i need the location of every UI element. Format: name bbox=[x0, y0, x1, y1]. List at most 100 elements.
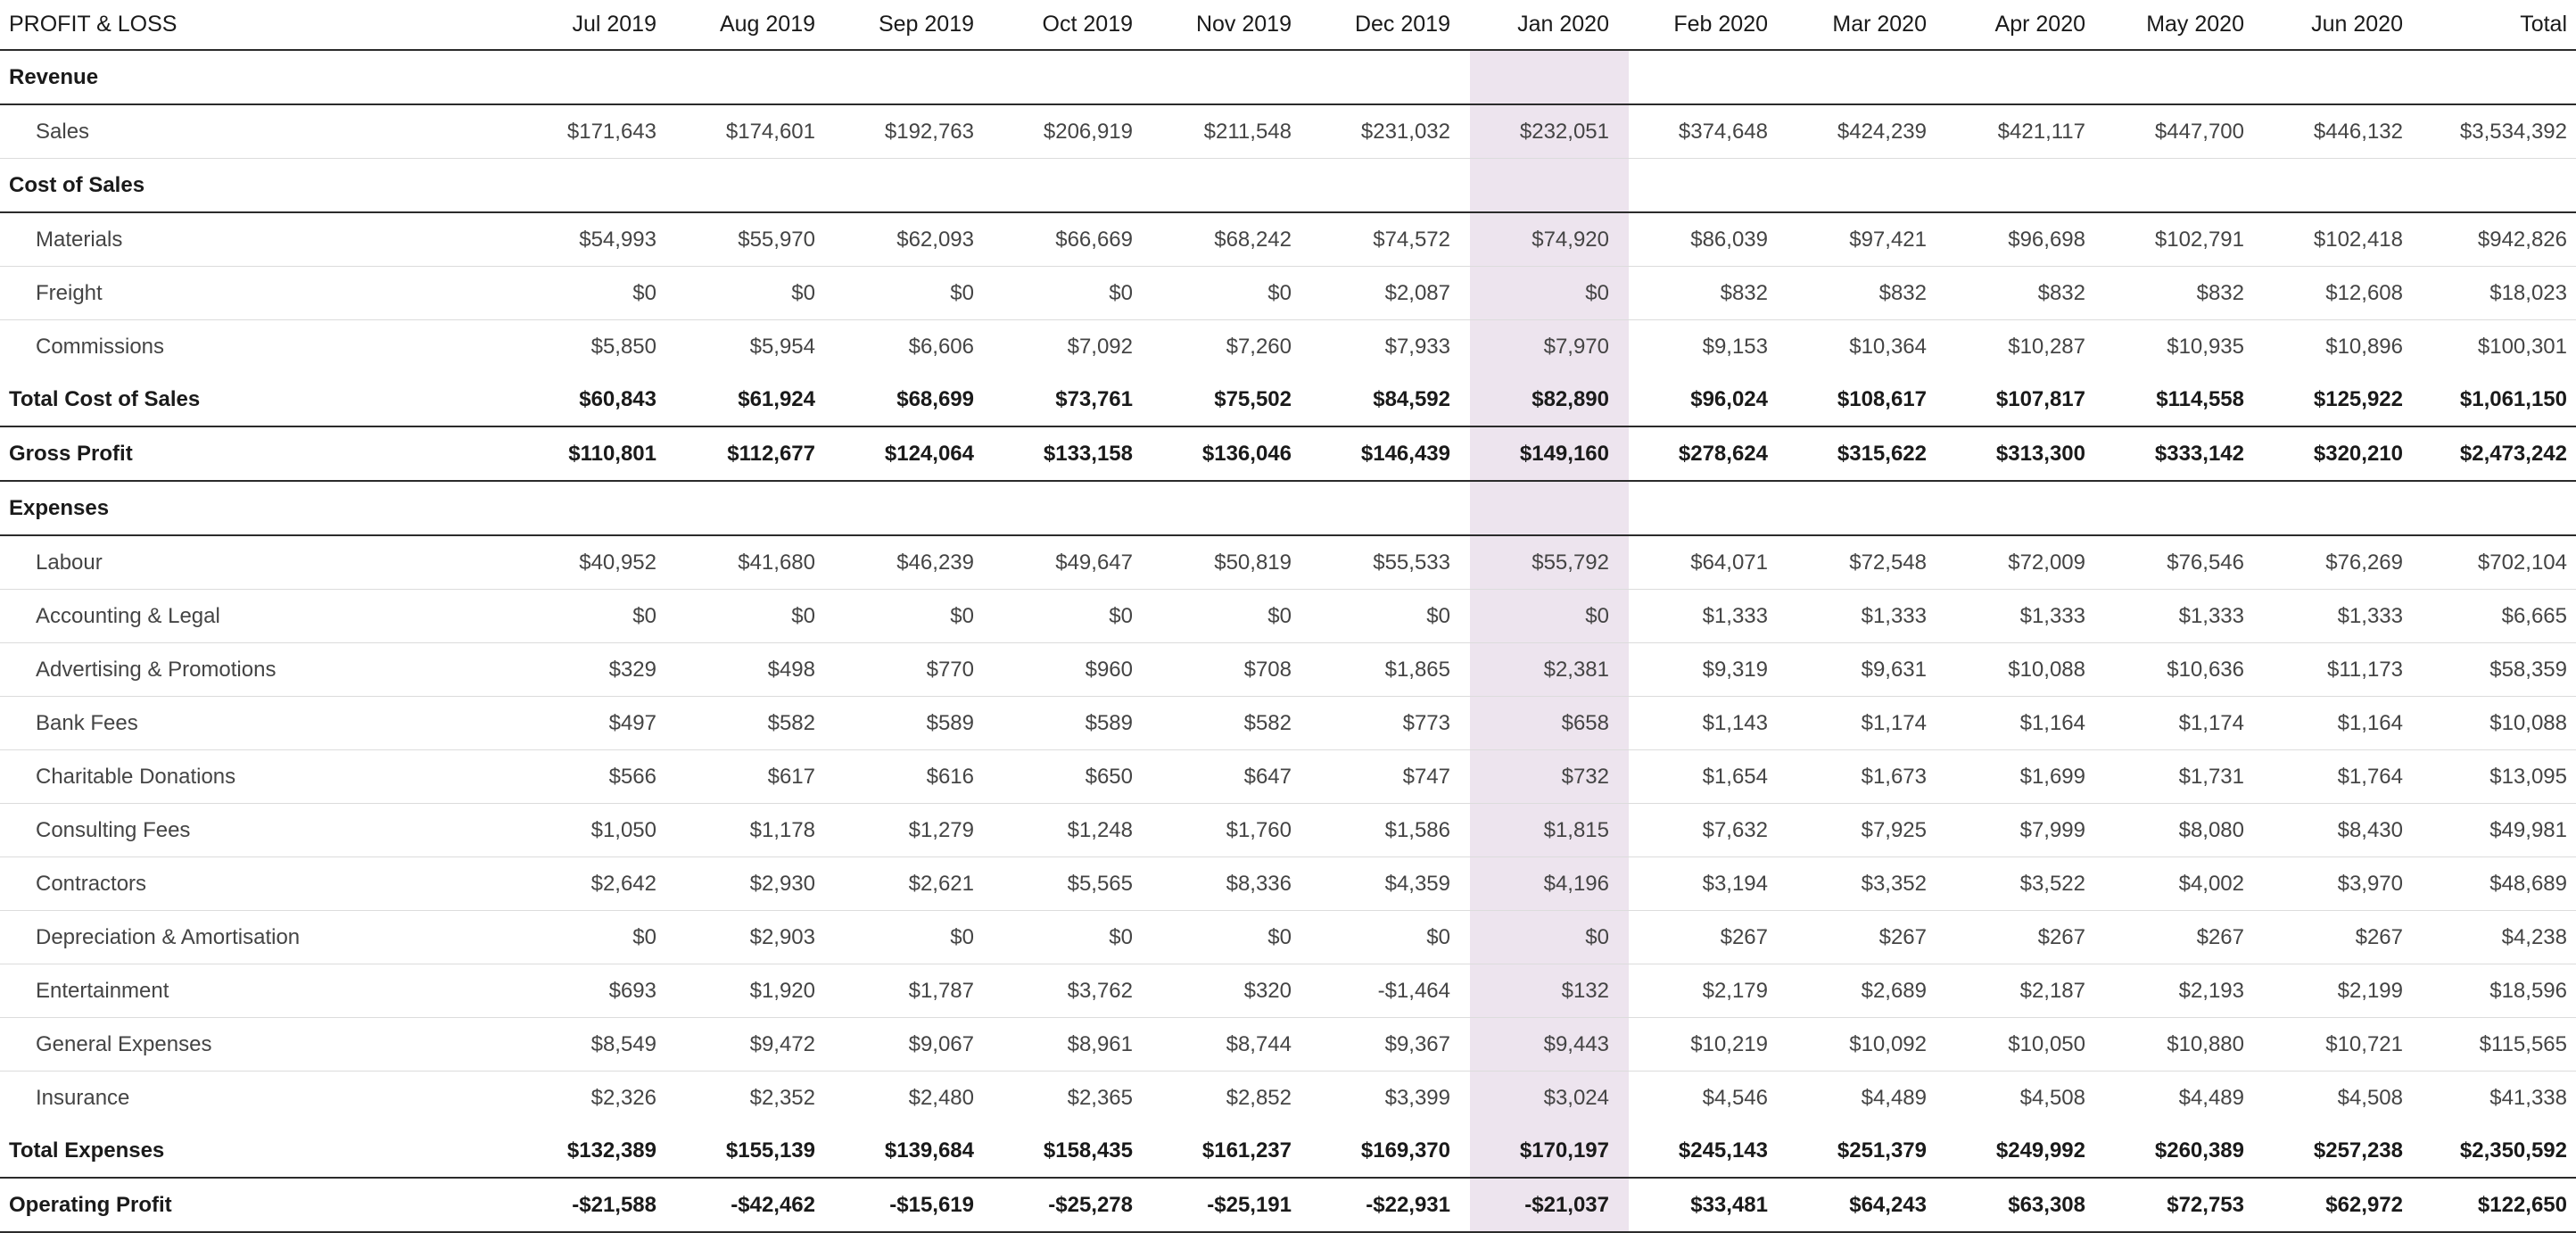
value-cell: $4,508 bbox=[2337, 1085, 2403, 1110]
value-cell: $1,699 bbox=[1936, 749, 2094, 804]
value-cell: $1,654 bbox=[1618, 749, 1777, 804]
value-cell: $0 bbox=[983, 589, 1142, 643]
value-cell: $832 bbox=[1777, 266, 1936, 320]
value-cell: $9,443 bbox=[1459, 1017, 1618, 1072]
value-cell: $84,592 bbox=[1300, 373, 1459, 427]
value-cell: $10,721 bbox=[2253, 1017, 2412, 1072]
value-cell: $8,549 bbox=[507, 1017, 665, 1072]
value-cell: $647 bbox=[1142, 749, 1300, 804]
value-cell: $4,489 bbox=[2178, 1085, 2244, 1110]
value-cell bbox=[1936, 481, 2094, 536]
value-cell: $8,336 bbox=[1142, 856, 1300, 911]
value-cell: $320 bbox=[1142, 964, 1300, 1018]
row-label: Gross Profit bbox=[0, 426, 507, 482]
value-cell: $206,919 bbox=[983, 104, 1142, 159]
row-label: Charitable Donations bbox=[0, 749, 507, 804]
value-cell bbox=[824, 50, 983, 105]
value-cell: $41,680 bbox=[665, 535, 824, 590]
value-cell: $55,970 bbox=[665, 212, 824, 267]
value-cell: $9,067 bbox=[824, 1017, 983, 1072]
table-row: Insurance $2,326 $2,352 $2,480 $2,365 $2,852 $… bbox=[0, 1072, 2576, 1125]
row-label: Bank Fees bbox=[0, 696, 507, 750]
value-cell: $8,430 bbox=[2253, 803, 2412, 857]
value-cell: $2,179 bbox=[1618, 964, 1777, 1018]
value-cell: $260,389 bbox=[2094, 1124, 2253, 1179]
value-cell: $0 bbox=[1300, 910, 1459, 964]
value-cell: $55,792 bbox=[1459, 535, 1618, 590]
value-cell: $10,935 bbox=[2167, 334, 2244, 359]
value-cell: $5,850 bbox=[590, 334, 656, 359]
value-cell: $10,896 bbox=[2325, 334, 2403, 359]
value-cell: $421,117 bbox=[1936, 104, 2094, 159]
value-cell: $1,164 bbox=[1936, 696, 2094, 750]
value-cell: $149,160 bbox=[1459, 426, 1618, 482]
value-cell: $3,399 bbox=[1384, 1085, 1450, 1110]
month-header: Dec 2019 bbox=[1300, 0, 1459, 51]
row-label: Accounting & Legal bbox=[0, 589, 507, 643]
value-cell: $267 bbox=[2094, 910, 2253, 964]
value-cell: $2,642 bbox=[507, 856, 665, 911]
row-label: Insurance bbox=[36, 1085, 130, 1110]
value-cell: $10,050 bbox=[1936, 1017, 2094, 1072]
value-cell: $54,993 bbox=[507, 212, 665, 267]
total-cell: $10,088 bbox=[2412, 696, 2576, 750]
value-cell: $4,002 bbox=[2094, 856, 2253, 911]
value-cell: $616 bbox=[824, 749, 983, 804]
value-cell: $136,046 bbox=[1142, 426, 1300, 482]
month-header: Feb 2020 bbox=[1618, 0, 1777, 51]
value-cell: $0 bbox=[983, 266, 1142, 320]
value-cell: $63,308 bbox=[1936, 1178, 2094, 1233]
value-cell: $33,481 bbox=[1618, 1178, 1777, 1233]
value-cell: $5,954 bbox=[749, 334, 815, 359]
value-cell: $2,381 bbox=[1459, 642, 1618, 697]
value-cell: $832 bbox=[1936, 266, 2094, 320]
value-cell: $102,791 bbox=[2094, 212, 2253, 267]
total-cell: $18,596 bbox=[2412, 964, 2576, 1018]
total-cell: $115,565 bbox=[2412, 1017, 2576, 1072]
value-cell: $64,071 bbox=[1618, 535, 1777, 590]
value-cell: $3,352 bbox=[1777, 856, 1936, 911]
value-cell: $82,890 bbox=[1459, 373, 1618, 427]
value-cell bbox=[507, 50, 665, 105]
value-cell: $257,238 bbox=[2253, 1124, 2412, 1179]
value-cell bbox=[824, 481, 983, 536]
value-cell: $75,502 bbox=[1142, 373, 1300, 427]
table-row: Consulting Fees $1,050 $1,178 $1,279 $1,248 $… bbox=[0, 803, 2576, 857]
value-cell: $146,439 bbox=[1300, 426, 1459, 482]
value-cell: $7,092 bbox=[1067, 334, 1133, 359]
value-cell: $231,032 bbox=[1300, 104, 1459, 159]
value-cell: $1,178 bbox=[665, 803, 824, 857]
value-cell bbox=[983, 481, 1142, 536]
value-cell: $10,287 bbox=[2008, 334, 2085, 359]
value-cell bbox=[2094, 50, 2253, 105]
value-cell: $96,698 bbox=[1936, 212, 2094, 267]
value-cell: $2,365 bbox=[1067, 1085, 1133, 1110]
value-cell: $960 bbox=[983, 642, 1142, 697]
row-label: Operating Profit bbox=[0, 1178, 507, 1233]
value-cell: $2,187 bbox=[1936, 964, 2094, 1018]
value-cell: $72,753 bbox=[2094, 1178, 2253, 1233]
value-cell: $1,333 bbox=[2094, 589, 2253, 643]
value-cell: $3,194 bbox=[1618, 856, 1777, 911]
value-cell: $55,533 bbox=[1300, 535, 1459, 590]
value-cell: $170,197 bbox=[1459, 1124, 1618, 1179]
value-cell: $832 bbox=[1618, 266, 1777, 320]
table-row: Sales $171,643 $174,601 $192,763 $206,919 $21… bbox=[0, 104, 2576, 159]
month-header: Aug 2019 bbox=[665, 0, 824, 51]
value-cell: $1,333 bbox=[1777, 589, 1936, 643]
value-cell bbox=[1618, 158, 1777, 213]
value-cell: $1,815 bbox=[1459, 803, 1618, 857]
total-cell: $18,023 bbox=[2412, 266, 2576, 320]
value-cell: $773 bbox=[1300, 696, 1459, 750]
value-cell: $582 bbox=[1142, 696, 1300, 750]
month-header: Oct 2019 bbox=[983, 0, 1142, 51]
value-cell: $1,865 bbox=[1300, 642, 1459, 697]
month-header: Nov 2019 bbox=[1142, 0, 1300, 51]
value-cell: $333,142 bbox=[2094, 426, 2253, 482]
value-cell: $50,819 bbox=[1142, 535, 1300, 590]
row-label: Commissions bbox=[36, 334, 165, 359]
value-cell: $68,699 bbox=[824, 373, 983, 427]
value-cell: $61,924 bbox=[665, 373, 824, 427]
value-cell: $1,586 bbox=[1300, 803, 1459, 857]
